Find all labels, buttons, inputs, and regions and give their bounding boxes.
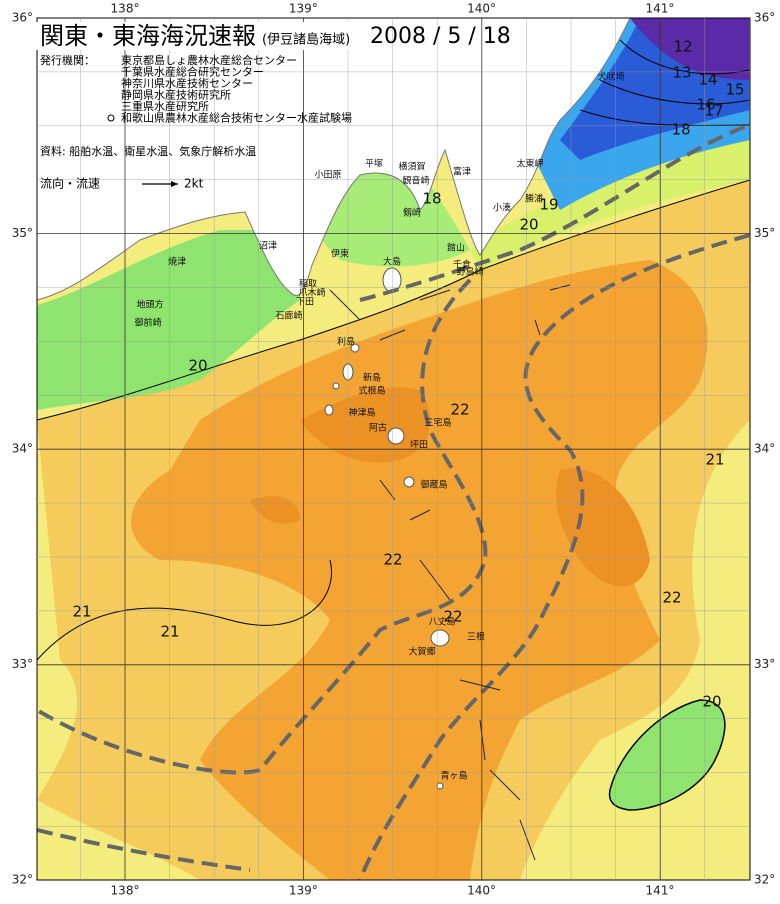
agency: 静岡県水産技術研究所 (121, 88, 231, 102)
lat-label: 35° (12, 226, 33, 240)
lat-label: 33° (754, 657, 775, 671)
agency: 三重県水産研究所 (121, 99, 209, 113)
place-name: 神津島 (348, 407, 375, 419)
dark-orange-patch (250, 387, 650, 587)
date: 2008 / 5 / 18 (370, 24, 511, 49)
mie-marker (107, 114, 115, 122)
place-name: 爪木崎 (298, 287, 325, 299)
legend-arrowhead (171, 181, 178, 187)
lat-label: 36° (754, 11, 775, 25)
place-name: 三根 (467, 631, 485, 643)
place-name: 坪田 (410, 440, 428, 451)
place-name: 大賀郷 (408, 646, 435, 658)
place-name: 焼津 (168, 257, 186, 268)
place-name: 横須賀 (398, 161, 425, 173)
lon-label: 141° (645, 884, 674, 898)
lon-label: 138° (111, 884, 140, 898)
place-name: 御前崎 (134, 317, 161, 329)
isotherm-label: 16 (696, 96, 715, 114)
place-name: 新島 (363, 372, 381, 384)
coastal-cool-zone (37, 230, 300, 410)
subtitle: (伊豆諸島海域) (262, 32, 350, 48)
islands (324, 267, 450, 790)
orange-zone (131, 260, 708, 880)
place-name: 大島 (383, 256, 401, 268)
lat-label: 34° (754, 442, 775, 456)
isotherm-label: 17 (704, 102, 723, 120)
place-name: 青ヶ島 (440, 770, 467, 782)
isotherm-label: 22 (383, 551, 402, 569)
place-name: 石廊崎 (275, 310, 302, 322)
place-name: 式根島 (358, 385, 385, 397)
place-name: 阿古 (369, 422, 387, 434)
place-name: 御蔵島 (420, 479, 447, 491)
isotherm-label: 14 (698, 71, 717, 89)
place-name: 犬吠埼 (597, 71, 624, 83)
lat-label: 32° (12, 873, 33, 887)
place-name: 地頭方 (136, 299, 163, 311)
isotherm-label: 22 (443, 608, 462, 626)
lon-label: 139° (289, 2, 318, 16)
agency: 千葉県水産総合研究センター (121, 65, 264, 79)
isotherm-label: 21 (72, 603, 91, 621)
agencies-label: 発行機関： (40, 53, 95, 67)
agencies: 東京都島しょ農林水産総合センター千葉県水産総合研究センター神奈川県水産技術センタ… (121, 53, 352, 125)
isotherm-label: 12 (673, 38, 692, 56)
place-name: 館山 (447, 242, 465, 254)
isotherm-label: 20 (519, 216, 538, 234)
isotherm-label: 19 (539, 196, 558, 214)
isotherm-label: 21 (160, 623, 179, 641)
lon-label: 141° (645, 2, 674, 16)
agency: 東京都島しょ農林水産総合センター (121, 53, 297, 67)
lon-label: 140° (467, 2, 496, 16)
place-name: 千倉 (453, 259, 471, 271)
place-name: 利島 (337, 336, 355, 348)
place-name: 小湊 (493, 202, 511, 214)
place-name: 稲取 (299, 278, 317, 290)
lat-label: 35° (754, 226, 775, 240)
current-axis (37, 123, 750, 880)
isotherm-label: 20 (188, 357, 207, 375)
place-name: 野島崎 (456, 266, 483, 278)
title-box (36, 22, 372, 50)
agency: 神奈川県水産技術センター (121, 76, 253, 90)
isotherm-label: 18 (422, 190, 441, 208)
isotherm-label: 22 (450, 401, 469, 419)
place-name: 小田原 (314, 170, 341, 181)
isotherm-label: 15 (725, 81, 744, 99)
title: 関東・東海海況速報 (40, 22, 256, 50)
place-name: 太東岬 (516, 158, 543, 170)
source: 資料: 船舶水温、衛星水温、気象庁解析水温 (40, 144, 256, 158)
lat-label: 36° (12, 11, 33, 25)
isotherm-label: 21 (705, 451, 724, 469)
place-name: 剱崎 (403, 207, 421, 219)
place-name: 伊東 (331, 248, 349, 260)
isotherm-label: 13 (672, 64, 691, 82)
lat-label: 33° (12, 657, 33, 671)
lon-label: 138° (111, 2, 140, 16)
lon-label: 139° (289, 884, 318, 898)
graticule: 138° 138° 139° 139° 140° 140° 141° 141° 36° 36° 35… (12, 2, 776, 898)
isotherm-label: 18 (671, 121, 690, 139)
place-name: 平塚 (365, 159, 383, 170)
place-name: 八丈島 (428, 616, 455, 628)
place-name: 観音崎 (402, 175, 429, 187)
isotherm-label: 20 (702, 693, 721, 711)
place-name: 下田 (296, 297, 314, 308)
place-name: 富津 (453, 166, 471, 178)
cool-eddy (608, 699, 726, 811)
place-name: 三宅島 (424, 417, 451, 429)
lat-label: 32° (754, 873, 775, 887)
place-name: 勝浦 (525, 193, 543, 205)
agency: 和歌山県農林水産総合技術センター水産試験場 (121, 111, 352, 125)
place-name: 沼津 (259, 241, 277, 252)
legend-scale: 2kt (184, 177, 204, 191)
legend-label: 流向・流速 (40, 176, 100, 191)
lat-label: 34° (12, 442, 33, 456)
lon-label: 140° (467, 884, 496, 898)
isotherm-label: 22 (662, 589, 681, 607)
